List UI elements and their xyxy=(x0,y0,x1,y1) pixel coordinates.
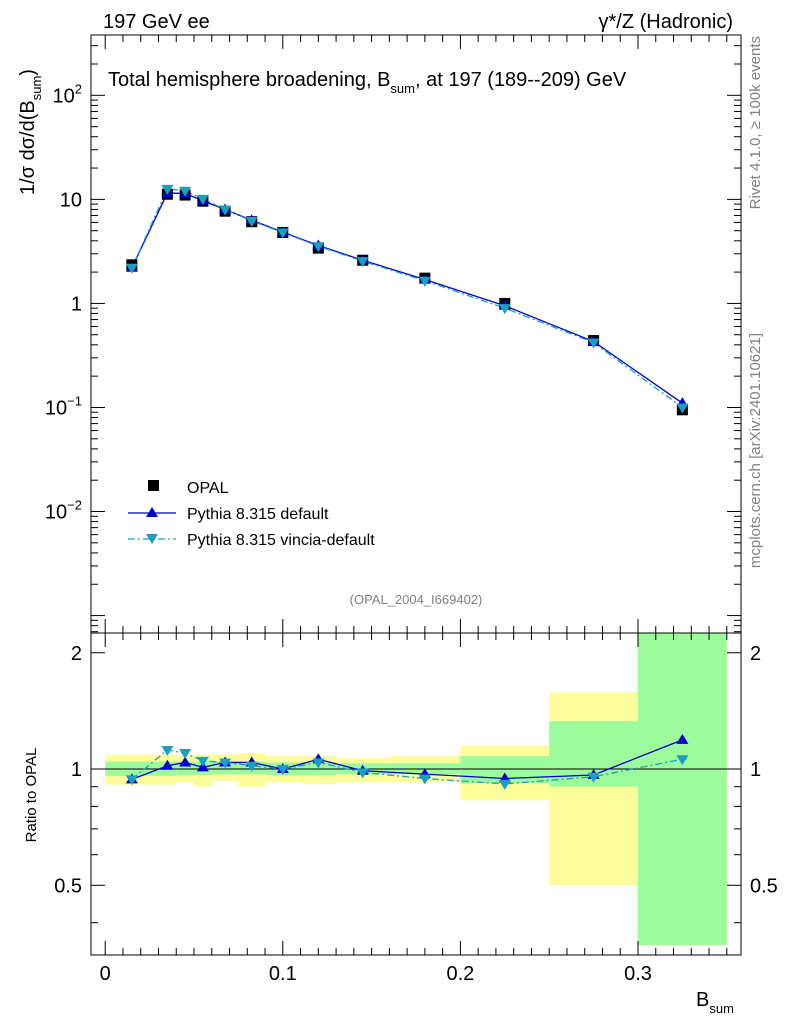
legend-vincia-marker xyxy=(146,534,158,544)
ratio-band-green xyxy=(637,633,727,946)
x-tick-label: 0 xyxy=(100,963,111,985)
x-tick-label: 0.3 xyxy=(624,963,652,985)
x-tick-label: 0.1 xyxy=(269,963,297,985)
ratio-point-2 xyxy=(179,749,192,760)
data-point-2 xyxy=(676,403,689,414)
ratio-y-tick-label-right: 1 xyxy=(750,759,761,781)
data-point-2 xyxy=(245,216,258,227)
ratio-point-2 xyxy=(356,768,369,779)
data-point-2 xyxy=(418,276,431,287)
ratio-point-2 xyxy=(161,746,174,757)
ratio-y-axis-label: Ratio to OPAL xyxy=(23,748,40,843)
ratio-point-2 xyxy=(245,761,258,772)
chart-title: Total hemisphere broadening, Bsum, at 19… xyxy=(108,69,627,96)
ratio-plot-frame xyxy=(90,632,742,956)
ratio-point-2 xyxy=(418,774,431,785)
data-point-2 xyxy=(312,242,325,253)
ratio-y-tick-label: 0.5 xyxy=(54,875,82,897)
data-point-2 xyxy=(161,184,174,195)
legend-opal-marker xyxy=(148,480,159,491)
ratio-y-tick-label-right: 0.5 xyxy=(750,875,778,897)
legend-default-marker xyxy=(146,507,158,517)
ratio-point-2 xyxy=(498,779,511,790)
data-point-2 xyxy=(196,194,209,205)
y-tick-label: 10 xyxy=(60,189,82,211)
data-point-2 xyxy=(125,263,138,274)
legend-vincia-label: Pythia 8.315 vincia-default xyxy=(187,532,375,549)
series-line-1 xyxy=(131,192,683,404)
ratio-y-tick-label: 1 xyxy=(71,759,82,781)
analysis-id: (OPAL_2004_I669402) xyxy=(350,592,483,607)
data-point-2 xyxy=(498,304,511,315)
data-point-2 xyxy=(219,205,232,216)
data-series xyxy=(125,184,689,790)
x-axis-label: Bsum xyxy=(696,989,734,1016)
ratio-point-2 xyxy=(125,775,138,786)
ratio-y-tick-label-right: 2 xyxy=(750,643,761,665)
header-right: γ*/Z (Hadronic) xyxy=(599,11,733,33)
ratio-point-1 xyxy=(161,759,174,770)
y-axis-label: 1/σ dσ/d(Bsum) xyxy=(17,69,44,195)
data-point-2 xyxy=(179,186,192,197)
data-point-2 xyxy=(356,257,369,268)
rivet-info: Rivet 4.1.0, ≥ 100k events xyxy=(747,36,764,209)
ratio-uncertainty-bands xyxy=(105,633,727,946)
ratio-point-2 xyxy=(276,765,289,776)
ratio-point-2 xyxy=(587,772,600,783)
legend-default-label: Pythia 8.315 default xyxy=(187,506,329,523)
axis-ticks: 0 0.1 0.2 0.3 10−2 10−1 1 10 102 0.5 0.5 1 1 2 2 xyxy=(45,35,778,985)
mcplots-info: mcplots.cern.ch [arXiv:2401.10621] xyxy=(747,333,764,568)
y-tick-label: 10−1 xyxy=(45,393,82,419)
legend: OPAL Pythia 8.315 default Pythia 8.315 v… xyxy=(128,480,375,549)
ratio-point-2 xyxy=(196,756,209,767)
series-line-2 xyxy=(131,188,683,408)
y-tick-label: 102 xyxy=(53,81,82,107)
data-point-2 xyxy=(587,338,600,349)
legend-opal-label: OPAL xyxy=(187,480,229,497)
ratio-point-1 xyxy=(676,733,689,744)
y-tick-label: 10−2 xyxy=(45,498,82,524)
header-left: 197 GeV ee xyxy=(103,11,210,33)
ratio-point-2 xyxy=(676,755,689,766)
x-tick-label: 0.2 xyxy=(446,963,474,985)
data-point-2 xyxy=(276,228,289,239)
ratio-point-2 xyxy=(219,758,232,769)
ratio-point-2 xyxy=(312,758,325,769)
ratio-y-tick-label: 2 xyxy=(71,643,82,665)
ratio-point-1 xyxy=(179,756,192,767)
y-tick-label: 1 xyxy=(71,293,82,315)
